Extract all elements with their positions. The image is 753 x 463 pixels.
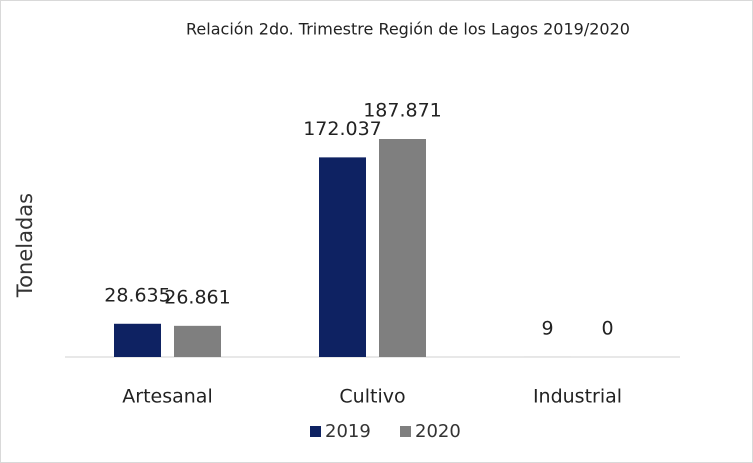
legend-swatch	[310, 426, 321, 437]
data-label: 28.635	[104, 284, 170, 306]
data-label: 0	[601, 318, 613, 340]
x-tick-label: Industrial	[533, 386, 622, 408]
bar	[379, 139, 426, 357]
y-axis-label: Toneladas	[13, 193, 37, 298]
x-tick-label: Artesanal	[122, 386, 212, 408]
bar	[319, 157, 366, 357]
bar	[174, 325, 221, 357]
legend-label: 2020	[415, 421, 461, 442]
x-tick-label: Cultivo	[339, 386, 405, 408]
legend-swatch	[400, 426, 411, 437]
data-label: 9	[541, 317, 553, 339]
chart-title: Relación 2do. Trimestre Región de los La…	[186, 20, 630, 39]
data-label: 187.871	[363, 100, 442, 122]
data-label: 26.861	[164, 286, 230, 308]
data-label: 172.037	[303, 118, 382, 140]
legend-label: 2019	[325, 421, 371, 442]
bar	[114, 323, 161, 357]
